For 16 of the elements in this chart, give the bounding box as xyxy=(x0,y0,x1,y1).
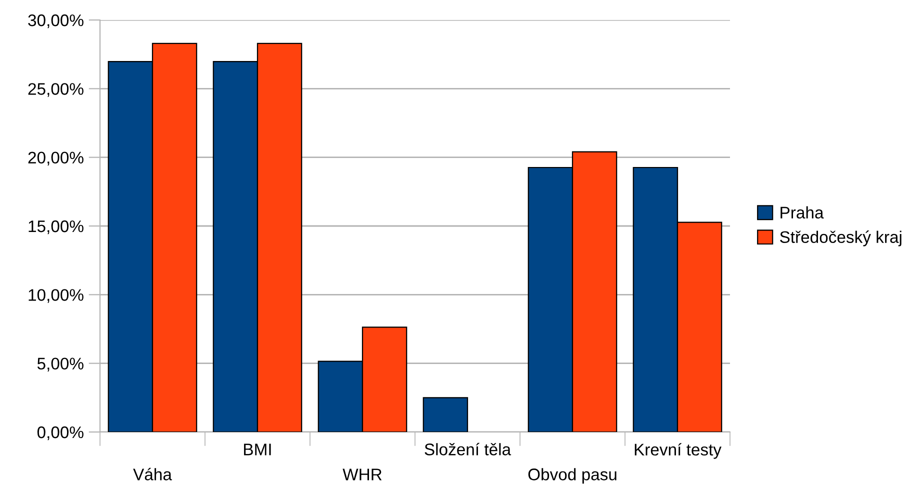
y-tick-label: 15,00% xyxy=(28,220,84,234)
y-tick-label: 10,00% xyxy=(28,289,84,303)
x-tick-label: BMI xyxy=(244,444,271,456)
bar xyxy=(422,397,468,432)
x-tick-label: Krevní testy xyxy=(634,443,722,459)
legend-label: Praha xyxy=(780,206,824,219)
x-tick-label: Váha xyxy=(133,468,172,480)
y-tick-label: 0,00% xyxy=(37,426,84,440)
y-tick-label: 5,00% xyxy=(37,358,84,372)
x-tick-label: Složení těla xyxy=(424,442,512,456)
y-tick-label: 20,00% xyxy=(28,152,84,166)
x-tick-label: Obvod pasu xyxy=(528,468,616,484)
x-tick-label: WHR xyxy=(342,468,382,480)
y-tick-label: 30,00% xyxy=(28,14,84,28)
y-tick-label: 25,00% xyxy=(28,83,84,97)
legend-label: Středočeský kraj xyxy=(780,230,902,246)
